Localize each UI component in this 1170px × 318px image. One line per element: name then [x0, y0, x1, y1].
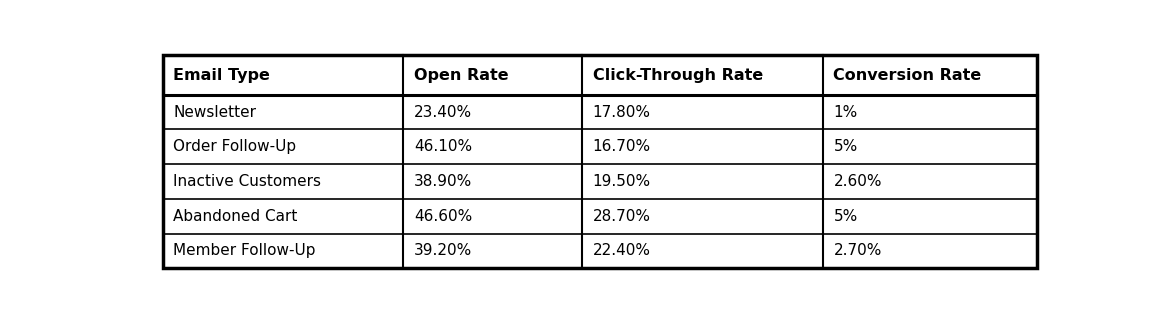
Text: 16.70%: 16.70%: [593, 139, 651, 154]
Text: Order Follow-Up: Order Follow-Up: [173, 139, 296, 154]
Text: 46.10%: 46.10%: [414, 139, 473, 154]
Text: Email Type: Email Type: [173, 67, 270, 82]
Text: Inactive Customers: Inactive Customers: [173, 174, 322, 189]
Text: 5%: 5%: [833, 209, 858, 224]
Text: 22.40%: 22.40%: [593, 244, 651, 259]
Text: Newsletter: Newsletter: [173, 105, 256, 120]
Text: 38.90%: 38.90%: [414, 174, 473, 189]
Text: 28.70%: 28.70%: [593, 209, 651, 224]
Text: 17.80%: 17.80%: [593, 105, 651, 120]
Text: 39.20%: 39.20%: [414, 244, 473, 259]
Text: Conversion Rate: Conversion Rate: [833, 67, 982, 82]
Text: Abandoned Cart: Abandoned Cart: [173, 209, 298, 224]
Text: Open Rate: Open Rate: [414, 67, 509, 82]
Text: 1%: 1%: [833, 105, 858, 120]
Text: Member Follow-Up: Member Follow-Up: [173, 244, 316, 259]
Text: 23.40%: 23.40%: [414, 105, 473, 120]
Text: 2.70%: 2.70%: [833, 244, 882, 259]
Text: Click-Through Rate: Click-Through Rate: [593, 67, 763, 82]
Text: 19.50%: 19.50%: [593, 174, 651, 189]
Text: 5%: 5%: [833, 139, 858, 154]
Text: 2.60%: 2.60%: [833, 174, 882, 189]
Text: 46.60%: 46.60%: [414, 209, 473, 224]
